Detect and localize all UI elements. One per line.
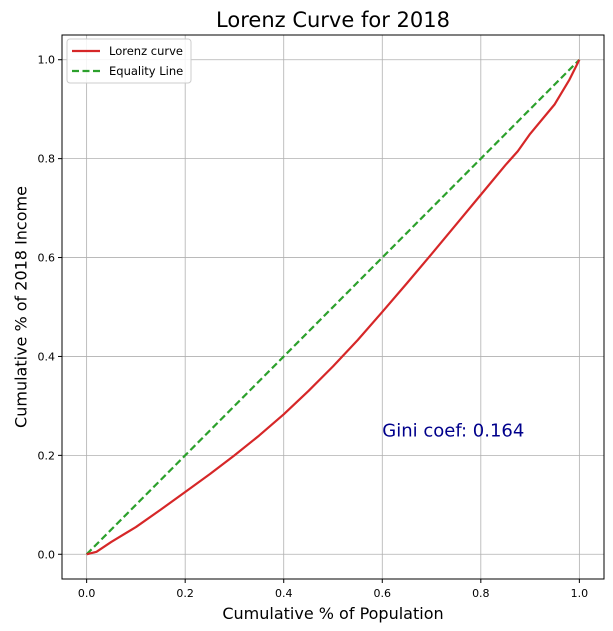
chart-title: Lorenz Curve for 2018	[216, 8, 450, 32]
y-tick-label: 0.0	[38, 548, 56, 561]
y-tick-label: 0.6	[38, 252, 56, 265]
equality-line	[85, 58, 581, 556]
series-layer	[85, 58, 581, 556]
y-tick-label: 0.8	[38, 153, 56, 166]
legend-entry-label: Lorenz curve	[109, 44, 183, 58]
ticks: 0.0 0.2 0.4 0.6 0.8 1.0 0.0 0.2 0.4 0.6 0.8 1.0	[38, 54, 589, 600]
y-tick-label: 0.4	[38, 350, 56, 363]
y-tick-label: 1.0	[38, 54, 56, 67]
x-tick-label: 0.2	[176, 587, 194, 600]
x-tick-label: 0.8	[472, 587, 490, 600]
lorenz-curve-line	[86, 59, 581, 556]
x-axis-label: Cumulative % of Population	[222, 604, 443, 623]
x-tick-label: 0.6	[374, 587, 392, 600]
legend: Lorenz curve Equality Line	[66, 38, 192, 84]
legend-entry-label: Equality Line	[109, 64, 183, 78]
x-tick-label: 0.0	[78, 587, 96, 600]
x-tick-label: 0.4	[275, 587, 293, 600]
plot-frame	[61, 34, 605, 580]
gini-annotation: Gini coef: 0.164	[382, 421, 524, 442]
y-tick-label: 0.2	[38, 449, 56, 462]
x-tick-label: 1.0	[571, 587, 589, 600]
y-axis-label: Cumulative % of 2018 Income	[12, 186, 31, 428]
